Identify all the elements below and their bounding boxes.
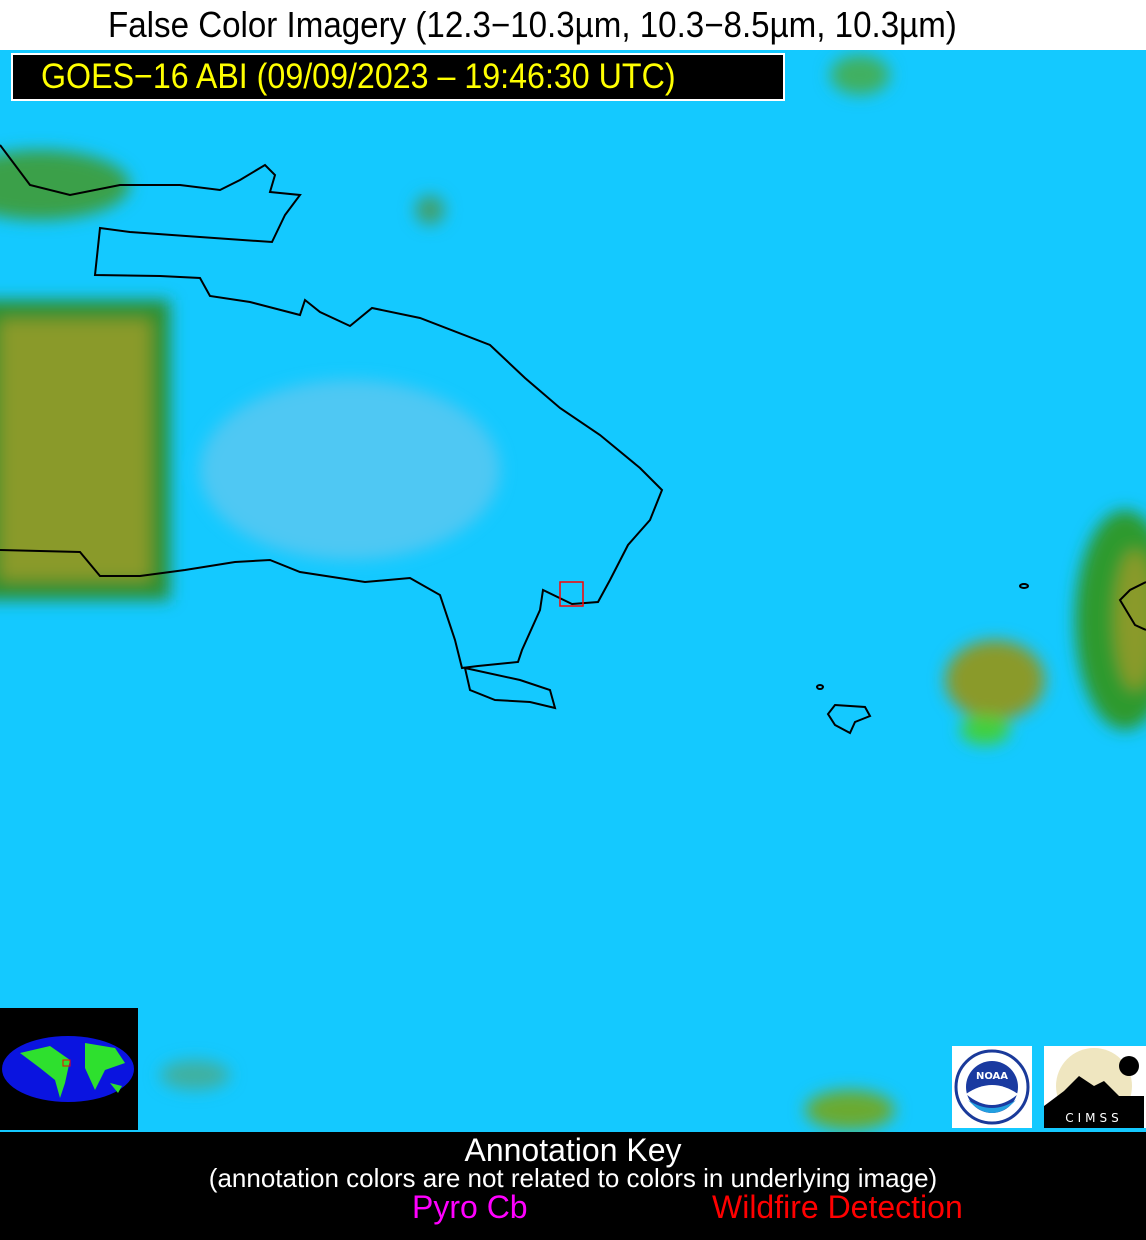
imagery-map [0,55,1146,1130]
globe-icon [2,1036,134,1102]
pyro-cb-label: Pyro Cb [412,1189,528,1225]
satellite-imagery [0,50,1146,1132]
annotation-key-heading: Annotation Key [464,1132,682,1168]
globe-locator [0,1008,138,1130]
image-title: False Color Imagery (12.3−10.3µm, 10.3−8… [108,4,957,45]
satellite-label: GOES−16 ABI (09/09/2023 – 19:46:30 UTC) [41,57,676,96]
land-clouds [0,55,1146,1130]
annotation-key-subtitle: (annotation colors are not related to co… [208,1163,938,1193]
svg-text:NOAA: NOAA [976,1071,1008,1082]
image-title-bar: False Color Imagery (12.3−10.3µm, 10.3−8… [0,0,1146,50]
wildfire-detection-box [559,581,584,607]
noaa-logo: NOAA [952,1046,1032,1128]
cimss-logo: CIMSS [1044,1046,1146,1128]
wildfire-detection-label: Wildfire Detection [712,1189,963,1225]
annotation-key: Annotation Key (annotation colors are no… [0,1132,1146,1240]
coastlines [0,144,1146,735]
svg-text:CIMSS: CIMSS [1065,1111,1123,1125]
satellite-label-box: GOES−16 ABI (09/09/2023 – 19:46:30 UTC) [11,53,785,101]
